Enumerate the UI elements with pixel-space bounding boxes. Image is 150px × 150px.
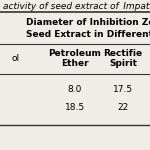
Text: Seed Extract in Different: Seed Extract in Different xyxy=(27,30,150,39)
Text: Diameter of Inhibition Zo: Diameter of Inhibition Zo xyxy=(26,18,150,27)
Text: activity of seed extract of  Impatl: activity of seed extract of Impatl xyxy=(3,2,150,11)
Text: Petroleum: Petroleum xyxy=(49,49,101,58)
Text: 22: 22 xyxy=(117,103,129,112)
Text: Ether: Ether xyxy=(61,59,89,68)
Text: ol: ol xyxy=(12,54,20,63)
Text: Rectifie: Rectifie xyxy=(103,49,142,58)
Text: Spirit: Spirit xyxy=(109,59,137,68)
Text: 18.5: 18.5 xyxy=(65,103,85,112)
Text: 17.5: 17.5 xyxy=(113,85,133,94)
Text: 8.0: 8.0 xyxy=(68,85,82,94)
